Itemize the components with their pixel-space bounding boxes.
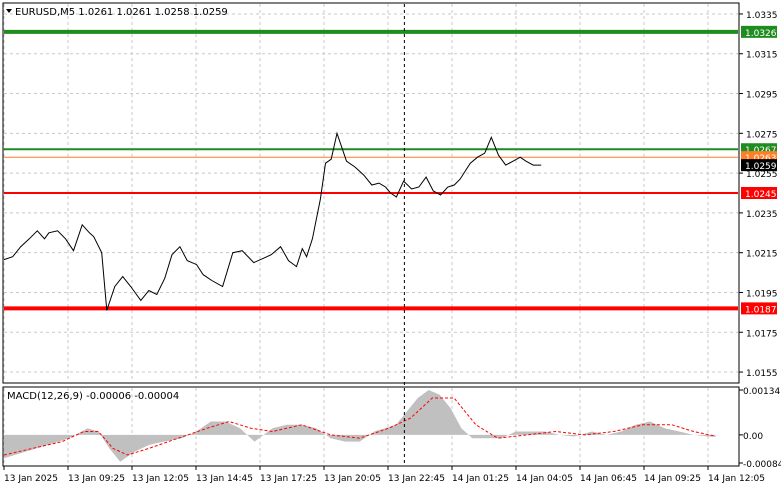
macd-y-tick-label: 0.00134 [743, 387, 780, 397]
grid [3, 4, 738, 465]
x-tick-label: 13 Jan 17:25 [260, 474, 317, 484]
y-tick-label: 1.0315 [746, 51, 778, 61]
macd-y-tick-label: -0.00084 [743, 460, 781, 470]
price-line [3, 131, 542, 311]
y-tick-label: 1.0235 [746, 210, 778, 220]
level-tag [741, 187, 777, 199]
price-panel-frame [2, 2, 740, 384]
level-tag [741, 302, 777, 315]
y-tick-label: 1.0275 [746, 130, 778, 140]
y-tick-label: 1.0335 [746, 11, 778, 21]
y-tick-label: 1.0215 [746, 250, 778, 260]
price-header: EURUSD,M5 1.0261 1.0261 1.0258 1.0259 [15, 7, 228, 18]
macd-signal [3, 397, 716, 456]
x-tick-label: 13 Jan 20:05 [324, 474, 381, 484]
x-tick-label: 14 Jan 04:05 [516, 474, 573, 484]
macd-signal-line [3, 397, 716, 456]
macd-y-axis: 0.00134 0.00 -0.00084 [739, 387, 781, 470]
level-tag [741, 25, 777, 38]
level-tag-label: 1.0259 [745, 162, 777, 172]
x-tick-label: 13 Jan 09:25 [68, 474, 125, 484]
x-tick-label: 14 Jan 12:05 [708, 474, 765, 484]
level-tag [741, 159, 777, 172]
time-x-axis: 13 Jan 2025 13 Jan 09:25 13 Jan 12:05 13 Ja… [3, 466, 765, 484]
level-tag-label: 1.0326 [745, 29, 777, 39]
y-tick-label: 1.0295 [746, 91, 778, 101]
price-series [3, 131, 542, 311]
x-tick-label: 14 Jan 09:25 [644, 474, 701, 484]
dropdown-triangle-icon[interactable] [6, 9, 12, 13]
y-tick-label: 1.0175 [746, 329, 778, 339]
y-tick-label: 1.0255 [746, 170, 778, 180]
x-tick-label: 13 Jan 22:45 [388, 474, 445, 484]
y-tick-label: 1.0195 [746, 289, 778, 299]
x-tick-label: 13 Jan 14:45 [196, 474, 253, 484]
price-y-axis: 1.0335 1.0315 1.0295 1.0275 1.0255 1.0235 1.02… [739, 11, 778, 379]
level-tag-label: 1.0187 [745, 305, 777, 315]
macd-panel-frame [2, 386, 740, 467]
x-tick-label: 14 Jan 06:45 [580, 474, 637, 484]
macd-y-tick-label: 0.00 [743, 432, 763, 442]
level-tag-label: 1.0245 [745, 190, 777, 200]
macd-header: MACD(12,26,9) -0.00006 -0.00004 [7, 391, 179, 402]
price-levels [4, 29, 738, 311]
y-tick-label: 1.0155 [746, 369, 778, 379]
x-tick-label: 13 Jan 2025 [4, 474, 58, 484]
x-tick-label: 14 Jan 01:25 [452, 474, 509, 484]
x-tick-label: 13 Jan 12:05 [132, 474, 189, 484]
